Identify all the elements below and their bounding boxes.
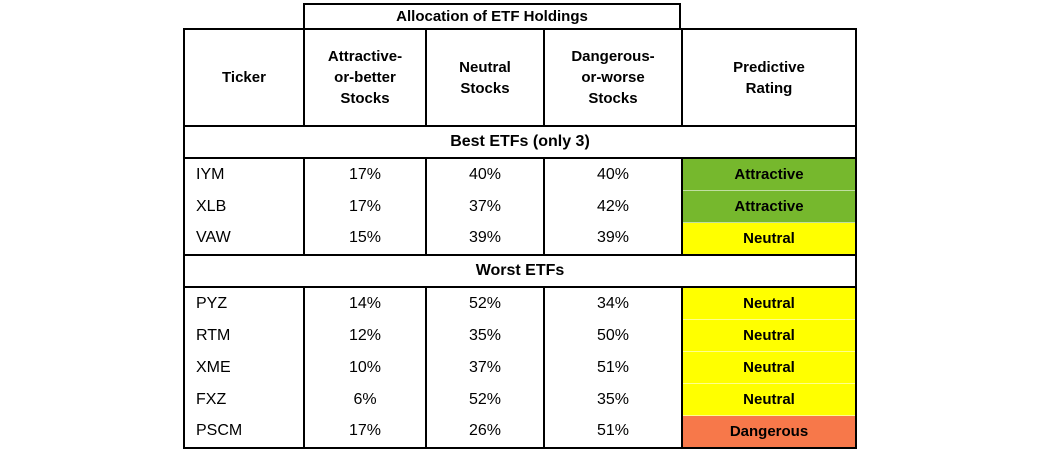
- ticker-cell: XME: [183, 351, 305, 384]
- section-header-label: Best ETFs (only 3): [183, 125, 857, 159]
- pct-neutral-cell: 35%: [425, 319, 545, 352]
- pct-attractive-cell: 6%: [303, 383, 427, 416]
- etf-table: Ticker Attractive- or-better Stocks Neut…: [183, 28, 857, 449]
- table-row: XME 10% 37% 51% Neutral: [183, 351, 857, 384]
- column-header-neutral: Neutral Stocks: [425, 28, 545, 127]
- etf-holdings-table: Allocation of ETF Holdings Ticker Attrac…: [183, 3, 857, 449]
- rating-cell: Neutral: [681, 383, 857, 416]
- ticker-cell: PYZ: [183, 287, 305, 320]
- pct-dangerous-cell: 50%: [543, 319, 683, 352]
- ticker-cell: VAW: [183, 222, 305, 255]
- ticker-cell: IYM: [183, 158, 305, 191]
- pct-dangerous-cell: 35%: [543, 383, 683, 416]
- table-row: XLB 17% 37% 42% Attractive: [183, 190, 857, 223]
- pct-dangerous-cell: 34%: [543, 287, 683, 320]
- allocation-header: Allocation of ETF Holdings: [303, 3, 681, 28]
- pct-neutral-cell: 52%: [425, 287, 545, 320]
- rating-cell: Neutral: [681, 222, 857, 255]
- pct-attractive-cell: 10%: [303, 351, 427, 384]
- rating-cell: Neutral: [681, 351, 857, 384]
- ticker-cell: PSCM: [183, 415, 305, 448]
- table-row: FXZ 6% 52% 35% Neutral: [183, 383, 857, 416]
- ticker-cell: XLB: [183, 190, 305, 223]
- table-row: VAW 15% 39% 39% Neutral: [183, 222, 857, 255]
- pct-attractive-cell: 17%: [303, 190, 427, 223]
- column-header-attractive: Attractive- or-better Stocks: [303, 28, 427, 127]
- rating-cell: Dangerous: [681, 415, 857, 448]
- section-header-worst: Worst ETFs: [183, 254, 857, 288]
- pct-neutral-cell: 39%: [425, 222, 545, 255]
- rating-cell: Attractive: [681, 190, 857, 223]
- ticker-cell: RTM: [183, 319, 305, 352]
- column-header-ticker: Ticker: [183, 28, 305, 127]
- section-header-label: Worst ETFs: [183, 254, 857, 288]
- column-header-dangerous: Dangerous- or-worse Stocks: [543, 28, 683, 127]
- pct-attractive-cell: 17%: [303, 158, 427, 191]
- pct-dangerous-cell: 40%: [543, 158, 683, 191]
- pct-attractive-cell: 12%: [303, 319, 427, 352]
- rating-cell: Neutral: [681, 319, 857, 352]
- pct-dangerous-cell: 51%: [543, 415, 683, 448]
- table-row: RTM 12% 35% 50% Neutral: [183, 319, 857, 352]
- pct-attractive-cell: 14%: [303, 287, 427, 320]
- pct-neutral-cell: 37%: [425, 351, 545, 384]
- pct-neutral-cell: 52%: [425, 383, 545, 416]
- table-row: PSCM 17% 26% 51% Dangerous: [183, 415, 857, 448]
- pct-neutral-cell: 40%: [425, 158, 545, 191]
- pct-attractive-cell: 15%: [303, 222, 427, 255]
- pct-neutral-cell: 37%: [425, 190, 545, 223]
- table-row: IYM 17% 40% 40% Attractive: [183, 157, 857, 191]
- column-header-rating: Predictive Rating: [681, 28, 857, 127]
- rating-cell: Attractive: [681, 157, 857, 191]
- pct-dangerous-cell: 51%: [543, 351, 683, 384]
- table-row: PYZ 14% 52% 34% Neutral: [183, 286, 857, 320]
- pct-attractive-cell: 17%: [303, 415, 427, 448]
- ticker-cell: FXZ: [183, 383, 305, 416]
- column-header-row: Ticker Attractive- or-better Stocks Neut…: [183, 28, 857, 127]
- rating-cell: Neutral: [681, 286, 857, 320]
- pct-neutral-cell: 26%: [425, 415, 545, 448]
- pct-dangerous-cell: 42%: [543, 190, 683, 223]
- pct-dangerous-cell: 39%: [543, 222, 683, 255]
- section-header-best: Best ETFs (only 3): [183, 125, 857, 159]
